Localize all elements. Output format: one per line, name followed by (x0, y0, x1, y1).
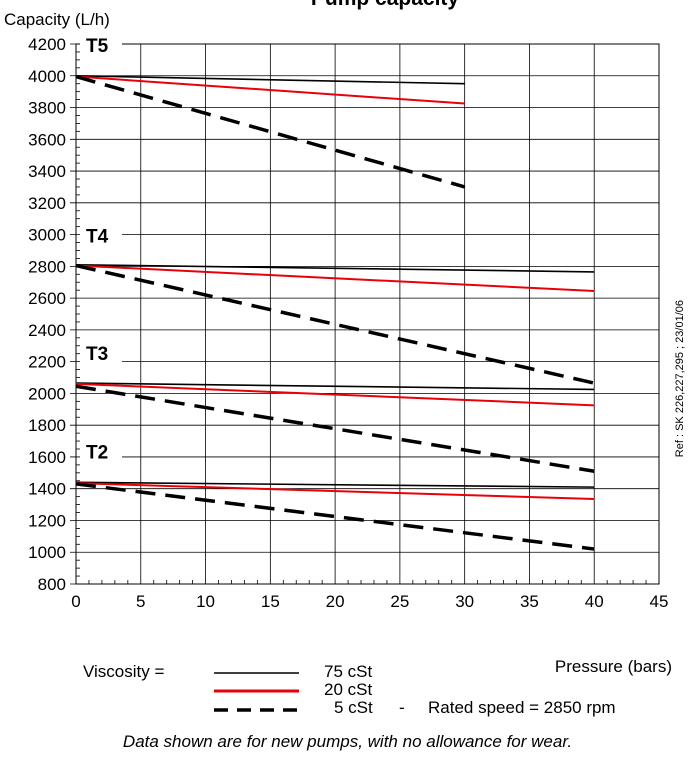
pump-label-t4: T4 (86, 227, 109, 248)
x-tick-label: 0 (71, 592, 80, 611)
x-tick-label: 20 (326, 592, 345, 611)
legend-20cst: 20 cSt (324, 680, 373, 699)
series-t3-20cst (75, 382, 595, 407)
y-tick-label: 2200 (28, 353, 66, 372)
legend-75cst: 75 cSt (324, 662, 373, 681)
y-tick-label: 800 (38, 575, 66, 594)
y-tick-label: 3000 (28, 226, 66, 245)
legend-prefix: Viscosity = (83, 662, 165, 681)
y-axis-label: Capacity (L/h) (4, 10, 110, 29)
y-tick-label: 3200 (28, 194, 66, 213)
footnote: Data shown are for new pumps, with no al… (122, 732, 573, 751)
legend-swatches (214, 672, 299, 712)
chart-title: Pump capacity (311, 0, 460, 10)
pump-label-bg (80, 225, 122, 248)
series-t2-20cst (75, 482, 595, 501)
x-tick-label: 35 (520, 592, 539, 611)
y-tick-label: 4200 (28, 35, 66, 54)
x-tick-label: 15 (261, 592, 280, 611)
series-t2-5cst (75, 482, 595, 551)
series-t5-5cst (75, 74, 466, 189)
y-tick-label: 1400 (28, 480, 66, 499)
series-t3-75cst (75, 382, 595, 391)
pump-label-t5: T5 (86, 36, 109, 57)
series-t4-20cst (75, 264, 595, 292)
series-t4-75cst (75, 263, 595, 273)
series-t3-5cst (75, 384, 595, 473)
reference-text: Ref : SK 226,227,295 ; 23/01/06 (674, 300, 686, 457)
y-tick-label: 1800 (28, 416, 66, 435)
y-tick-label: 1000 (28, 543, 66, 562)
x-tick-label: 5 (136, 592, 145, 611)
pump-group-labels: T5 T4 T3 T2 (80, 34, 122, 464)
series-t5-75cst (75, 74, 465, 85)
legend-separator: - (399, 698, 405, 717)
pump-label-bg (80, 34, 122, 57)
series-t5-20cst (75, 75, 465, 105)
x-tick-label: 40 (585, 592, 604, 611)
y-tick-label: 3400 (28, 162, 66, 181)
y-tick-label: 2800 (28, 257, 66, 276)
y-tick-label: 1600 (28, 448, 66, 467)
y-tick-label: 2400 (28, 321, 66, 340)
legend-5cst: 5 cSt (334, 698, 373, 717)
x-tick-label: 10 (196, 592, 215, 611)
rated-speed: Rated speed = 2850 rpm (428, 698, 616, 717)
y-tick-label: 3600 (28, 130, 66, 149)
grid (70, 43, 660, 585)
pump-label-bg (80, 441, 122, 464)
y-tick-label: 1200 (28, 511, 66, 530)
series-t2-75cst (75, 481, 595, 488)
tick-labels: 0 5 10 15 20 25 30 35 40 45 800 1000 1200 1400 1600 180… (28, 35, 668, 611)
y-tick-label: 4000 (28, 67, 66, 86)
x-tick-label: 30 (455, 592, 474, 611)
y-tick-label: 2600 (28, 289, 66, 308)
pump-label-bg (80, 343, 122, 366)
series-lines (75, 74, 595, 551)
x-tick-label: 45 (650, 592, 669, 611)
plot-frame (75, 43, 660, 585)
y-tick-label: 2000 (28, 384, 66, 403)
pump-label-t2: T2 (86, 443, 108, 464)
x-tick-label: 25 (390, 592, 409, 611)
y-tick-label: 3800 (28, 99, 66, 118)
pump-label-t3: T3 (86, 344, 108, 365)
x-axis-label: Pressure (bars) (555, 657, 672, 676)
